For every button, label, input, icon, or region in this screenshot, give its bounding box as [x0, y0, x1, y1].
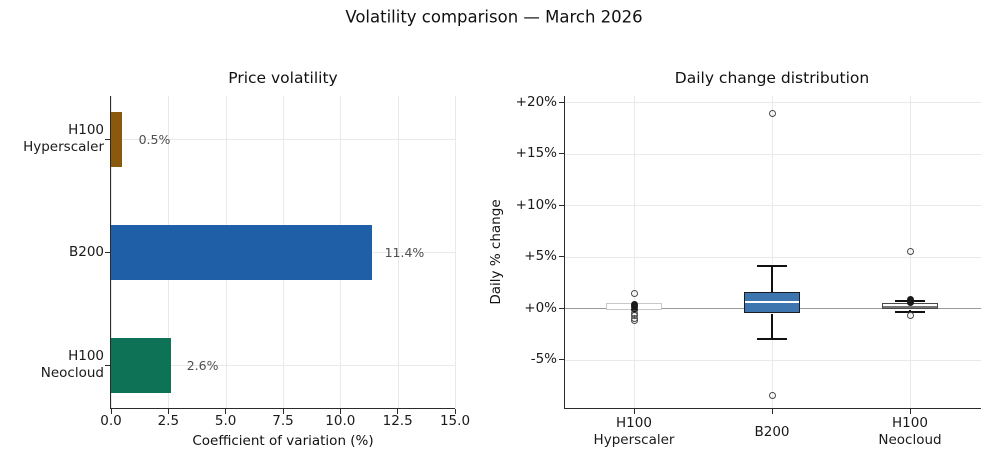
x-tick-mark	[909, 409, 911, 414]
x-tick-label: 7.5	[272, 412, 294, 429]
flier	[906, 312, 914, 320]
y-tick-mark	[104, 138, 110, 140]
category-label: H100 Hyperscaler	[593, 415, 675, 448]
y-tick-label: +10%	[515, 196, 557, 213]
y-tick-mark	[558, 359, 564, 361]
y-tick-label: +0%	[524, 299, 557, 316]
y-tick-label: +20%	[515, 93, 557, 110]
x-tick-label: 12.5	[382, 412, 413, 429]
gridline-horizontal	[111, 139, 455, 140]
gridline-horizontal	[111, 365, 455, 366]
whisker	[771, 314, 773, 339]
y-tick-mark	[558, 256, 564, 258]
x-tick-mark	[339, 409, 342, 414]
x-tick-label: 15.0	[439, 412, 471, 429]
category-label: B200	[754, 423, 790, 440]
x-tick-label: 0.0	[100, 412, 122, 429]
left-chart-title: Price volatility	[228, 69, 338, 87]
category-label: H100 Neocloud	[40, 348, 104, 381]
whisker-cap	[757, 264, 787, 268]
y-tick-label: +15%	[515, 145, 557, 161]
whisker-cap	[895, 310, 925, 314]
x-tick-label: 2.5	[157, 412, 180, 429]
y-tick-mark	[558, 101, 564, 103]
whisker	[909, 309, 911, 313]
flier	[630, 289, 638, 297]
x-tick-mark	[771, 409, 773, 414]
gridline-horizontal	[565, 256, 981, 258]
x-tick-label: 10.0	[325, 412, 356, 429]
category-label: B200	[68, 243, 104, 260]
x-tick-mark	[167, 409, 170, 414]
left-chart-xlabel: Coefficient of variation (%)	[192, 433, 374, 449]
gridline-vertical	[772, 96, 773, 408]
y-tick-mark	[104, 364, 110, 366]
flier	[768, 391, 776, 399]
gridline-vertical	[455, 96, 456, 408]
y-tick-label: -5%	[530, 351, 557, 367]
x-tick-label: 5.0	[214, 412, 237, 429]
gridline-horizontal	[565, 153, 981, 155]
gridline-horizontal	[565, 205, 981, 206]
category-label: H100 Neocloud	[878, 415, 942, 448]
flier	[630, 316, 638, 324]
gridline-vertical	[634, 96, 635, 408]
y-tick-mark	[558, 307, 564, 309]
flier	[906, 247, 914, 255]
y-tick-mark	[558, 153, 564, 155]
right-chart-title: Daily change distribution	[674, 69, 870, 87]
x-tick-mark	[282, 409, 284, 414]
flier	[768, 109, 776, 117]
x-tick-mark	[397, 409, 399, 414]
category-label: H100 Hyperscaler	[23, 122, 104, 155]
gridline-horizontal	[565, 102, 981, 103]
bar-value-label: 2.6%	[186, 357, 219, 373]
bar-value-label: 0.5%	[138, 131, 171, 147]
whisker-cap	[757, 337, 787, 341]
bar-value-label: 11.4%	[384, 244, 425, 260]
median-line	[883, 306, 937, 309]
y-axis-spine	[564, 96, 566, 409]
x-tick-mark	[110, 409, 112, 414]
x-axis-spine	[564, 408, 981, 410]
gridline-horizontal	[565, 359, 981, 361]
x-tick-mark	[633, 409, 635, 414]
y-tick-mark	[104, 251, 110, 253]
bar	[111, 224, 373, 280]
whisker	[771, 265, 773, 293]
y-tick-label: +5%	[524, 248, 557, 264]
x-axis-spine	[110, 408, 455, 410]
y-tick-mark	[558, 204, 564, 206]
median-line	[745, 300, 799, 303]
x-tick-mark	[454, 409, 456, 414]
y-axis-spine	[110, 96, 112, 409]
x-tick-mark	[225, 409, 227, 414]
bar	[111, 337, 171, 393]
figure-suptitle: Volatility comparison — March 2026	[345, 7, 643, 27]
flier	[906, 299, 914, 307]
bar	[111, 111, 123, 167]
